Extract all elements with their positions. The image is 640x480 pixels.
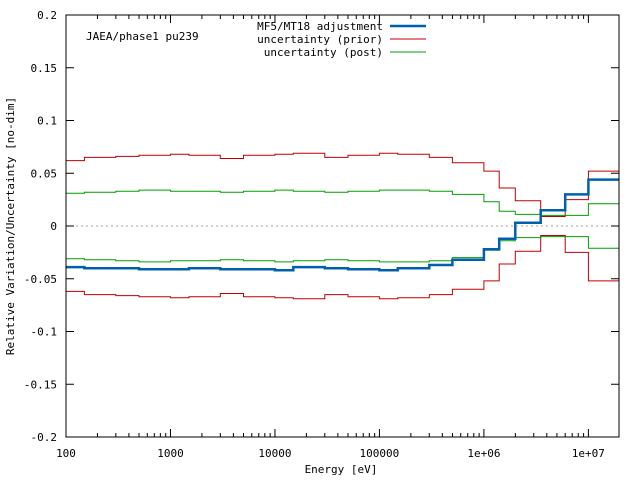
x-axis: 100 1000 10000 100000 1e+06 1e+07 bbox=[56, 15, 605, 460]
legend-entry-label: uncertainty (post) bbox=[264, 46, 383, 59]
y-tick-label: -0.05 bbox=[24, 273, 57, 286]
series-line-2-lower bbox=[66, 236, 619, 263]
y-tick-label: -0.15 bbox=[24, 378, 57, 391]
x-tick-label: 1e+06 bbox=[467, 447, 500, 460]
y-axis: 0.2 0.15 0.1 0.05 0 -0.05 -0.1 -0.15 -0.2 bbox=[24, 9, 619, 444]
series-line-1-lower bbox=[66, 235, 619, 300]
x-tick-label: 100 bbox=[56, 447, 76, 460]
y-axis-label: Relative Variation/Uncertainty [no-dim] bbox=[4, 97, 17, 355]
series-line-2-upper bbox=[66, 189, 619, 216]
series-layer bbox=[66, 152, 619, 300]
legend-entry-label: MF5/MT18 adjustment bbox=[257, 20, 383, 33]
chart-annotation: JAEA/phase1 pu239 bbox=[86, 30, 199, 43]
x-tick-label: 1e+07 bbox=[572, 447, 605, 460]
y-tick-label: 0 bbox=[50, 220, 57, 233]
series-line-1-upper bbox=[66, 152, 619, 217]
x-tick-label: 10000 bbox=[258, 447, 291, 460]
x-axis-label: Energy [eV] bbox=[305, 463, 378, 476]
x-tick-label: 100000 bbox=[360, 447, 400, 460]
series-line-0-upper bbox=[66, 178, 619, 272]
y-tick-label: -0.2 bbox=[31, 431, 58, 444]
y-tick-label: 0.2 bbox=[37, 9, 57, 22]
x-tick-label: 1000 bbox=[157, 447, 184, 460]
y-tick-label: 0.1 bbox=[37, 115, 57, 128]
legend-entry-label: uncertainty (prior) bbox=[257, 33, 383, 46]
y-tick-label: -0.1 bbox=[31, 326, 58, 339]
y-tick-label: 0.15 bbox=[31, 62, 58, 75]
y-tick-label: 0.05 bbox=[31, 167, 58, 180]
